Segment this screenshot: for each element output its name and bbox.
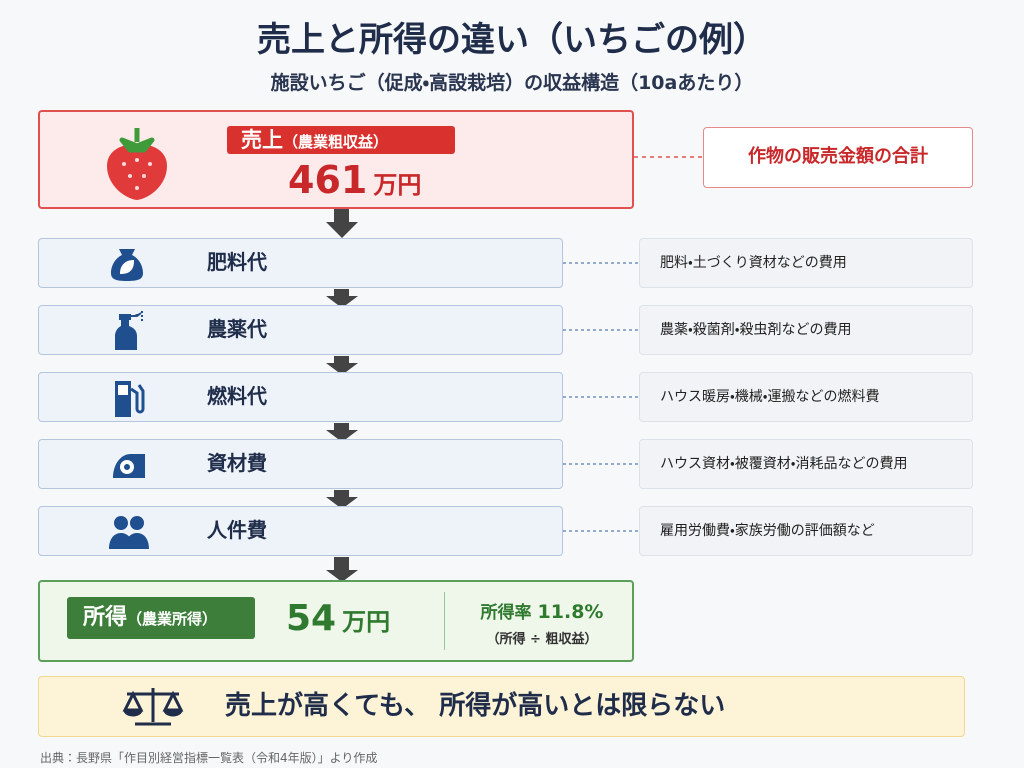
revenue-value: 461 万円 (288, 158, 421, 202)
cost-box: 農薬代 (38, 305, 563, 355)
cost-description: ハウス資材・被覆資材・消耗品などの費用 (639, 439, 973, 489)
rate-label: 所得率 (480, 603, 532, 623)
income-value: 54 万円 (286, 598, 390, 639)
cost-box: 燃料代 (38, 372, 563, 422)
title: 売上と所得の違い（いちごの例） (257, 20, 767, 60)
value: 54 (286, 598, 337, 639)
label: 売上 (241, 128, 283, 152)
rate-note: （所得 ÷ 粗収益） (486, 632, 598, 647)
label-note: （農業粗収益） (283, 133, 389, 151)
cost-description: ハウス暖房・機械・運搬などの燃料費 (639, 372, 973, 422)
cost-icon (109, 516, 149, 549)
message-box: 売上が高くても、 所得が高いとは限らない (38, 676, 965, 737)
unit: 万円 (342, 608, 391, 636)
subtitle: 施設いちご（促成・高設栽培）の収益構造（10aあたり） (270, 72, 754, 94)
cost-icon (111, 249, 143, 281)
cost-box: 人件費 (38, 506, 563, 556)
revenue-label: 売上（農業粗収益） (227, 126, 455, 154)
cost-icon (113, 454, 145, 478)
cost-description: 肥料・土づくり資材などの費用 (639, 238, 973, 288)
cost-icon (115, 311, 143, 350)
income-label: 所得（農業所得） (67, 597, 255, 639)
cost-description: 農薬・殺菌剤・殺虫剤などの費用 (639, 305, 973, 355)
cost-box: 肥料代 (38, 238, 563, 288)
unit: 万円 (373, 171, 422, 199)
arrows (326, 209, 358, 582)
label: 所得 (83, 605, 128, 630)
rate-value: 11.8% (537, 601, 604, 623)
strawberry-icon (107, 128, 167, 200)
value: 461 (288, 158, 368, 202)
label-note: （農業所得） (127, 610, 218, 628)
cost-description: 雇用労働費・家族労働の評価額など (639, 506, 973, 556)
cost-box: 資材費 (38, 439, 563, 489)
source: 出典：長野県「作目別経営指標一覧表（令和4年版）」より作成 (40, 751, 378, 765)
divider (444, 592, 445, 650)
scale-icon (122, 688, 184, 726)
cost-icon (115, 381, 145, 417)
income-rate: 所得率 11.8% (462, 598, 622, 623)
revenue-description: 作物の販売金額の合計 (703, 127, 973, 188)
message: 売上が高くても、 所得が高いとは限らない (225, 691, 726, 721)
